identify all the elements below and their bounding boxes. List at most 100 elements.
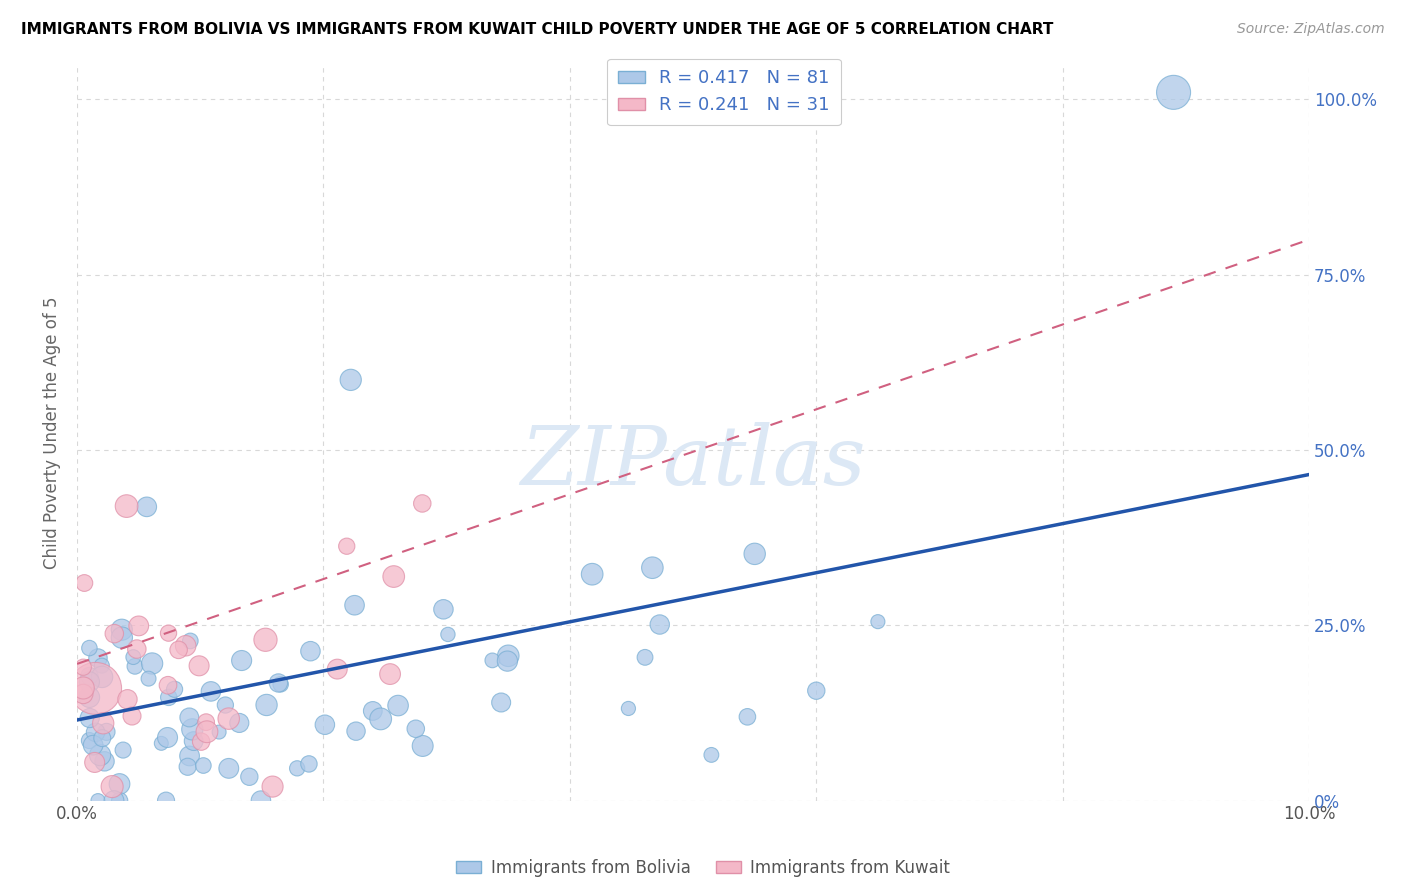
Point	[190, 734, 212, 748]
Point	[195, 724, 218, 739]
Point	[218, 761, 240, 775]
Point	[155, 794, 177, 808]
Point	[298, 756, 321, 771]
Point	[79, 690, 101, 705]
Point	[200, 684, 222, 698]
Point	[285, 761, 308, 775]
Point	[111, 623, 134, 637]
Point	[188, 658, 211, 673]
Point	[91, 670, 114, 684]
Point	[641, 560, 664, 574]
Point	[156, 731, 179, 745]
Point	[79, 669, 101, 683]
Point	[176, 760, 198, 774]
Point	[238, 770, 260, 784]
Point	[866, 615, 889, 629]
Point	[737, 710, 759, 724]
Point	[89, 747, 111, 762]
Point	[214, 698, 236, 712]
Point	[91, 716, 114, 731]
Point	[174, 639, 197, 653]
Point	[163, 682, 186, 697]
Point	[411, 496, 433, 510]
Point	[108, 777, 131, 791]
Point	[115, 499, 138, 513]
Point	[157, 626, 180, 640]
Point	[103, 626, 125, 640]
Point	[179, 634, 201, 648]
Text: Source: ZipAtlas.com: Source: ZipAtlas.com	[1237, 22, 1385, 37]
Point	[1163, 86, 1185, 100]
Point	[179, 710, 201, 724]
Point	[96, 724, 118, 739]
Point	[112, 743, 135, 757]
Point	[412, 739, 434, 753]
Point	[228, 715, 250, 730]
Point	[167, 643, 190, 657]
Legend: R = 0.417   N = 81, R = 0.241   N = 31: R = 0.417 N = 81, R = 0.241 N = 31	[607, 59, 841, 125]
Point	[138, 672, 160, 686]
Point	[498, 648, 520, 663]
Point	[267, 676, 290, 690]
Point	[208, 725, 231, 739]
Point	[326, 662, 349, 676]
Point	[183, 734, 205, 748]
Point	[90, 658, 112, 673]
Point	[91, 731, 114, 746]
Point	[121, 709, 143, 723]
Point	[156, 678, 179, 692]
Point	[806, 683, 828, 698]
Point	[634, 650, 657, 665]
Point	[157, 690, 180, 705]
Y-axis label: Child Poverty Under the Age of 5: Child Poverty Under the Age of 5	[44, 296, 60, 569]
Point	[193, 758, 215, 772]
Point	[83, 756, 105, 770]
Point	[262, 780, 284, 794]
Point	[84, 681, 107, 696]
Point	[254, 632, 277, 647]
Point	[437, 627, 460, 641]
Point	[250, 794, 273, 808]
Point	[314, 717, 336, 731]
Point	[370, 712, 392, 726]
Text: ZIPatlas: ZIPatlas	[520, 422, 866, 502]
Point	[150, 736, 173, 750]
Point	[489, 696, 512, 710]
Point	[181, 723, 204, 737]
Point	[299, 644, 322, 658]
Point	[82, 738, 104, 752]
Point	[87, 794, 110, 808]
Point	[270, 677, 292, 691]
Point	[339, 373, 361, 387]
Point	[481, 653, 503, 667]
Point	[344, 724, 367, 739]
Point	[336, 539, 359, 553]
Point	[79, 641, 101, 656]
Point	[141, 657, 163, 671]
Point	[108, 794, 131, 808]
Point	[581, 567, 603, 582]
Legend: Immigrants from Bolivia, Immigrants from Kuwait: Immigrants from Bolivia, Immigrants from…	[449, 853, 957, 884]
Point	[125, 642, 148, 657]
Point	[700, 747, 723, 762]
Point	[195, 715, 218, 730]
Point	[87, 651, 110, 665]
Point	[256, 698, 278, 712]
Point	[93, 755, 115, 769]
Point	[361, 704, 384, 718]
Point	[103, 794, 125, 808]
Point	[124, 659, 146, 673]
Point	[405, 722, 427, 736]
Point	[231, 653, 253, 667]
Point	[72, 681, 94, 695]
Point	[343, 599, 366, 613]
Point	[218, 712, 240, 726]
Point	[128, 619, 150, 633]
Point	[135, 500, 157, 514]
Point	[117, 692, 139, 706]
Point	[79, 733, 101, 747]
Point	[122, 650, 145, 665]
Point	[79, 674, 101, 689]
Text: IMMIGRANTS FROM BOLIVIA VS IMMIGRANTS FROM KUWAIT CHILD POVERTY UNDER THE AGE OF: IMMIGRANTS FROM BOLIVIA VS IMMIGRANTS FR…	[21, 22, 1053, 37]
Point	[101, 780, 124, 794]
